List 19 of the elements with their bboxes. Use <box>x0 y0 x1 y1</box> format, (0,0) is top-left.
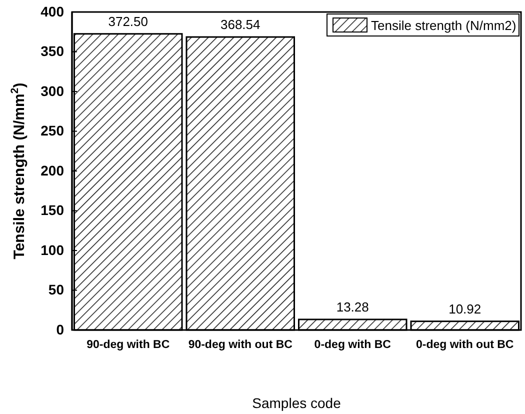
data-label: 372.50 <box>108 14 148 29</box>
y-tick-label: 0 <box>56 321 64 338</box>
data-label: 10.92 <box>448 301 482 316</box>
y-tick-label: 400 <box>40 3 64 20</box>
y-tick-label: 150 <box>40 202 64 218</box>
data-label: 368.54 <box>220 17 260 32</box>
x-tick-label: 90-deg with out BC <box>188 339 292 352</box>
y-tick-label: 350 <box>40 43 64 60</box>
x-tick-label: 0-deg with out BC <box>416 339 514 352</box>
data-label: 13.28 <box>336 299 369 314</box>
y-tick-label: 250 <box>40 122 64 139</box>
x-tick-label: 90-deg with BC <box>86 339 170 352</box>
y-tick-label: 100 <box>40 242 64 258</box>
legend-label: Tensile strength (N/mm2) <box>371 18 516 33</box>
y-tick-label: 300 <box>40 82 64 99</box>
x-tick-label: 0-deg with BC <box>314 339 391 352</box>
y-tick-label: 200 <box>40 162 64 178</box>
y-tick-label: 50 <box>48 282 64 298</box>
x-axis-title: Samples code <box>252 395 342 411</box>
